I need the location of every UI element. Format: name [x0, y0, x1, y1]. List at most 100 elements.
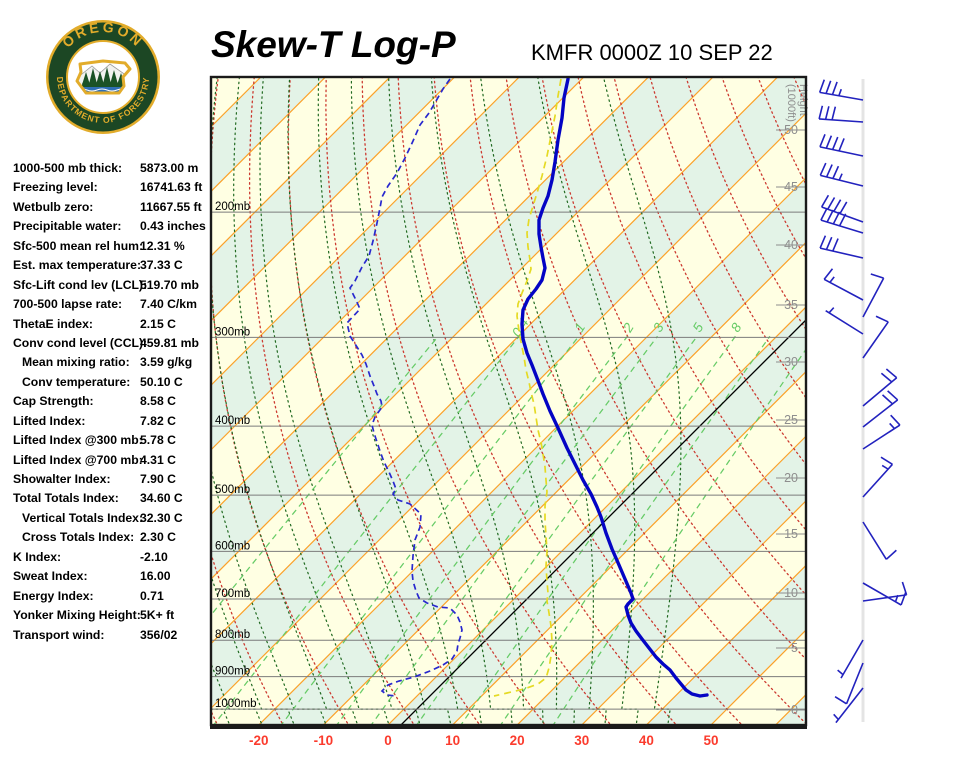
- index-label: Lifted Index @300 mb:: [13, 433, 143, 448]
- index-value: 2.15 C: [140, 316, 176, 331]
- height-label: 5: [791, 641, 798, 655]
- index-value: 7.90 C: [140, 472, 176, 486]
- index-value: 50.10 C: [140, 374, 183, 389]
- index-value: 5K+ ft: [140, 608, 175, 623]
- index-value: 7.40 C/km: [140, 297, 197, 312]
- index-row: Conv temperature: 50.10 C: [13, 375, 213, 394]
- wind-barb: [862, 581, 908, 602]
- isotherm-lines: [212, 78, 805, 724]
- index-value: -2.10: [140, 549, 168, 564]
- height-label: 50: [784, 123, 798, 137]
- index-value: 356/02: [140, 627, 178, 642]
- wind-barb: [823, 268, 864, 301]
- height-axis-title-units: (1000ft): [785, 84, 797, 122]
- index-value: 32.30 C: [140, 510, 183, 525]
- index-value: 16741.63 ft: [140, 180, 203, 195]
- temperature-trace: [520, 78, 709, 698]
- index-value: 34.60 C: [140, 491, 183, 506]
- wind-barb: [862, 582, 907, 606]
- index-row: K Index: -2.10: [13, 550, 213, 569]
- pressure-label: 800mb: [215, 629, 250, 641]
- index-label: K Index:: [13, 549, 62, 564]
- height-label: 40: [784, 238, 798, 252]
- temp-axis-labels: -20 -10 0 10 20 30 40 50: [249, 733, 718, 748]
- height-label: 15: [784, 527, 798, 541]
- plot-body: 0.4 1 2 3 5 8: [212, 78, 805, 724]
- index-label: Conv temperature:: [22, 374, 131, 389]
- index-row: Cap Strength: 8.58 C: [13, 394, 213, 413]
- pressure-label: 1000mb: [215, 698, 257, 710]
- index-label: Energy Index:: [13, 588, 94, 603]
- index-label: Lifted Index @700 mb:: [13, 452, 143, 467]
- temp-axis-label: 30: [574, 733, 589, 748]
- wind-barb: [818, 79, 864, 101]
- temp-axis-label: 20: [510, 733, 525, 748]
- index-label: Mean mixing ratio:: [22, 355, 130, 370]
- index-label: 700-500 lapse rate:: [13, 297, 123, 312]
- mixing-ratio-lines: [212, 335, 805, 724]
- index-label: Total Totals Index:: [13, 491, 119, 506]
- index-row: Sfc-500 mean rel hum:12.31 %: [13, 239, 213, 258]
- height-label: 35: [784, 298, 798, 312]
- temp-axis-label: 10: [445, 733, 460, 748]
- station-datetime: KMFR 0000Z 10 SEP 22: [531, 40, 773, 65]
- temp-axis-label: 40: [639, 733, 654, 748]
- index-value: 4.31 C: [140, 452, 176, 467]
- wind-barb: [819, 162, 864, 187]
- index-value: 5.78 C: [140, 433, 176, 448]
- index-row: Showalter Index: 7.90 C: [13, 472, 213, 491]
- wind-barb: [825, 307, 864, 335]
- index-value: 459.81 mb: [140, 335, 199, 350]
- index-value: 2.30 C: [140, 530, 176, 545]
- index-label: Sweat Index:: [13, 569, 88, 584]
- wind-barb: [819, 134, 864, 157]
- dewpoint-trace: [346, 78, 463, 697]
- wind-barb: [862, 414, 901, 450]
- index-value: 8.58 C: [140, 394, 176, 409]
- temp-axis-label: -20: [249, 733, 269, 748]
- wind-barb: [862, 456, 894, 498]
- index-row: ThetaE index: 2.15 C: [13, 317, 213, 336]
- height-label: 25: [784, 413, 798, 427]
- index-value: 16.00: [140, 569, 171, 584]
- wind-barb: [818, 105, 864, 123]
- index-row: Precipitable water: 0.43 inches: [13, 219, 213, 238]
- height-label: 10: [784, 586, 798, 600]
- index-row: Lifted Index: 7.82 C: [13, 414, 213, 433]
- pressure-label: 500mb: [215, 484, 250, 496]
- logo-water: [77, 87, 130, 93]
- height-label: 45: [784, 180, 798, 194]
- index-label: Wetbulb zero:: [13, 199, 94, 214]
- wind-barb: [820, 207, 864, 234]
- index-label: Vertical Totals Index:: [22, 510, 144, 525]
- temp-axis-label: 50: [703, 733, 718, 748]
- wind-barb: [862, 521, 897, 560]
- wind-barb: [862, 315, 889, 359]
- index-row: 1000-500 mb thick: 5873.00 m: [13, 161, 213, 180]
- wind-barb: [820, 194, 864, 223]
- temp-axis-label: 0: [384, 733, 392, 748]
- height-label: 30: [784, 355, 798, 369]
- index-label: Precipitable water:: [13, 219, 122, 234]
- index-row: Lifted Index @700 mb:4.31 C: [13, 453, 213, 472]
- index-value: 7.82 C: [140, 413, 176, 428]
- page-title: Skew-T Log-P: [211, 24, 456, 65]
- pressure-label: 300mb: [215, 326, 250, 338]
- index-label: Conv cond level (CCL):: [13, 335, 148, 350]
- index-label: Cap Strength:: [13, 394, 94, 409]
- index-label: Cross Totals Index:: [22, 530, 135, 545]
- index-label: Yonker Mixing Height:: [13, 608, 141, 623]
- index-label: 1000-500 mb thick:: [13, 161, 123, 175]
- odf-logo: OREGON DEPARTMENT OF FORESTRY: [44, 16, 162, 138]
- pressure-label: 600mb: [215, 540, 250, 552]
- index-row: Wetbulb zero: 11667.55 ft: [13, 200, 213, 219]
- wind-barb: [819, 235, 864, 259]
- wind-barbs: [818, 79, 908, 724]
- index-row: Sfc-Lift cond lev (LCL):519.70 mb: [13, 278, 213, 297]
- index-label: ThetaE index:: [13, 316, 93, 331]
- pressure-gridlines: [212, 211, 805, 710]
- index-row: Freezing level: 16741.63 ft: [13, 180, 213, 199]
- index-row: Total Totals Index: 34.60 C: [13, 491, 213, 510]
